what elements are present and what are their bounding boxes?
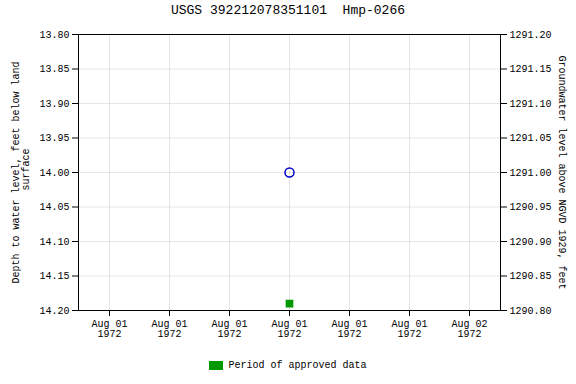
svg-text:1290.80: 1290.80 [510, 306, 552, 317]
svg-text:1291.00: 1291.00 [510, 168, 552, 179]
html-text:USGS 392212078351101 Hmp-0266: USGS 392212078351101 Hmp-0266 [171, 3, 405, 18]
svg-text:Aug 011972: Aug 011972 [151, 319, 187, 340]
svg-text:13.90: 13.90 [39, 99, 69, 110]
svg-text:Aug 011972: Aug 011972 [271, 319, 307, 340]
svg-text:14.00: 14.00 [39, 168, 69, 179]
svg-text:Aug 021972: Aug 021972 [451, 319, 487, 340]
svg-text:14.10: 14.10 [39, 237, 69, 248]
svg-text:Aug 011972: Aug 011972 [331, 319, 367, 340]
svg-text:Groundwater level above NGVD 1: Groundwater level above NGVD 1929, feet [556, 55, 567, 289]
svg-text:Depth to water level, feet bel: Depth to water level, feet below land su… [11, 61, 32, 283]
svg-text:1291.20: 1291.20 [510, 30, 552, 41]
svg-text:Aug 011972: Aug 011972 [91, 319, 127, 340]
svg-text:1291.15: 1291.15 [510, 64, 552, 75]
svg-text:1290.85: 1290.85 [510, 271, 552, 282]
svg-text:1291.05: 1291.05 [510, 133, 552, 144]
svg-text:13.80: 13.80 [39, 30, 69, 41]
svg-text:13.85: 13.85 [39, 64, 69, 75]
svg-text:1290.95: 1290.95 [510, 202, 552, 213]
svg-text:14.20: 14.20 [39, 306, 69, 317]
svg-text:Aug 011972: Aug 011972 [391, 319, 427, 340]
svg-text:14.15: 14.15 [39, 271, 69, 282]
svg-text:1290.90: 1290.90 [510, 237, 552, 248]
svg-text:1291.10: 1291.10 [510, 99, 552, 110]
svg-text:13.95: 13.95 [39, 133, 69, 144]
html-text:Period of approved data: Period of approved data [228, 359, 367, 371]
svg-text:Aug 011972: Aug 011972 [211, 319, 247, 340]
svg-text:14.05: 14.05 [39, 202, 69, 213]
